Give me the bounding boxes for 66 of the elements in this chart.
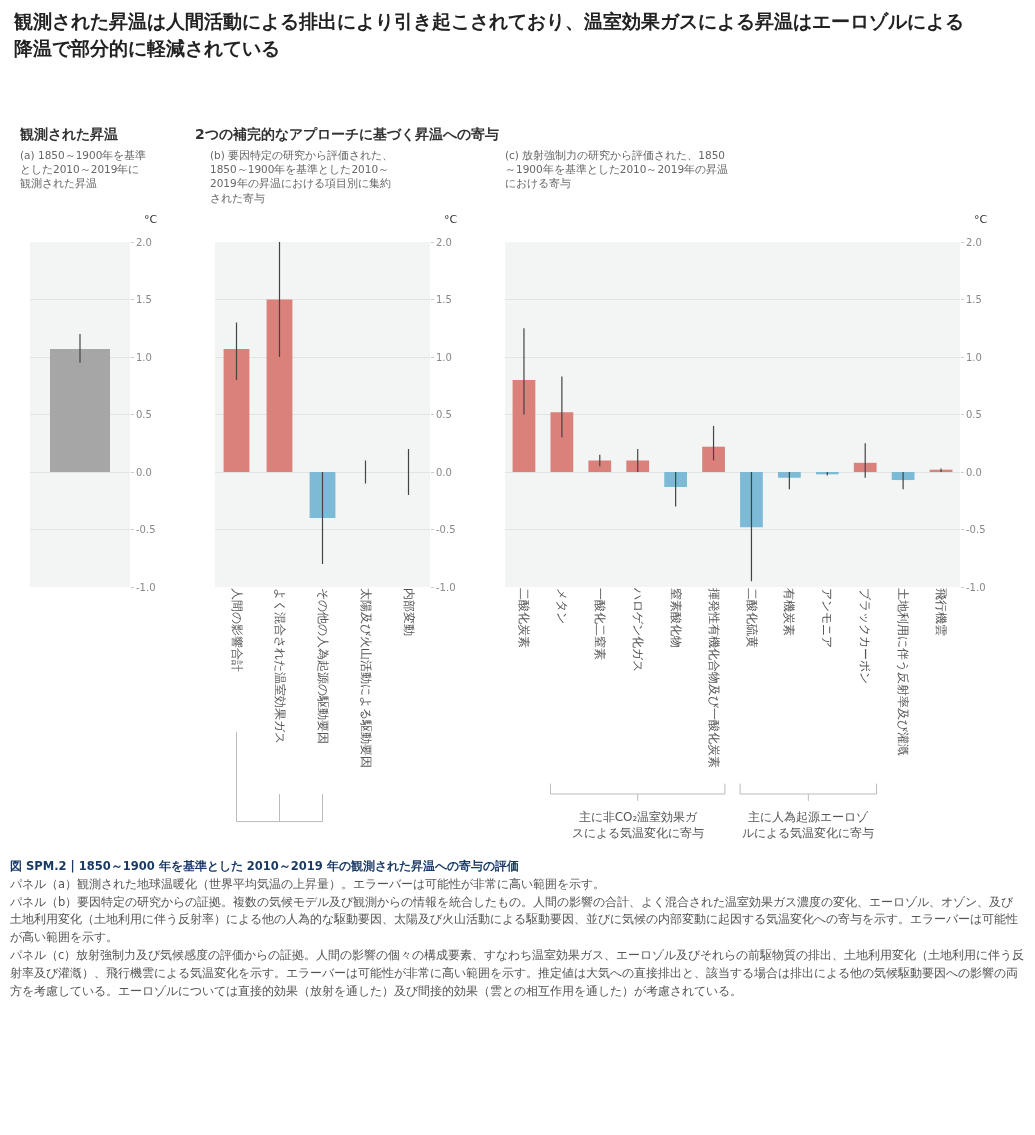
text: 主に非CO₂温室効果ガスによる気温変化に寄与 xyxy=(572,810,704,840)
bar xyxy=(626,460,650,472)
x-tick-label: 飛行機雲 xyxy=(934,588,949,636)
y-tick-label: 0.5 xyxy=(436,409,452,420)
bar xyxy=(891,472,915,481)
y-tick-label: 1.0 xyxy=(136,351,152,363)
x-tick-label: 太陽及び火山活動による駆動要因 xyxy=(358,588,373,768)
x-tick-label: アンモニア xyxy=(820,588,835,648)
y-tick-label: -1.0 xyxy=(136,581,156,593)
chart-title: 観測された昇温 xyxy=(20,126,118,144)
x-tick-label: 内部変動 xyxy=(401,588,416,636)
y-tick-label: 2.0 xyxy=(136,236,152,248)
text: パネル（b）要因特定の研究からの証拠。複数の気候モデル及び観測からの情報を統合したもの。人間の影響の合計、よく混合された温室効果ガス濃度の変化、エーロゾル、オゾン、及び土地利用変化（土地利用に伴う反射率）による他の人為的な駆動要因、太陽及び火山活動による駆動要因、並びに気候の内部変動に起因する気温変化への寄与を示す。エラーバーは可能性が高い範囲を示す。 xyxy=(10,893,1019,947)
y-tick-label: 0.5 xyxy=(966,409,982,420)
x-tick-label: 揮発性有機化合物及び一酸化炭素 xyxy=(706,588,721,768)
x-tick-label: 土地利用に伴う反射率及び灌漑 xyxy=(896,588,911,756)
y-tick-label: -1.0 xyxy=(966,581,986,593)
text: パネル（a）観測された地球温暖化（世界平均気温の上昇量）。エラーバーは可能性が非常に高い範囲を示す。 xyxy=(10,875,607,893)
y-tick-label: 1.5 xyxy=(436,294,452,305)
y-tick-label: -1.0 xyxy=(436,581,456,593)
bar xyxy=(266,299,293,472)
y-axis-title: °C xyxy=(974,213,988,226)
text: 観測された昇温は人間活動による排出により引き起こされており、温室効果ガスによる昇温はエーロゾルによる降温で部分的に軽減されている xyxy=(14,9,965,61)
bar xyxy=(223,348,250,472)
y-tick-label: 1.0 xyxy=(436,351,452,363)
chart-title: 2つの補完的なアプローチに基づく昇温への寄与 xyxy=(195,126,499,144)
bar xyxy=(588,460,612,472)
x-tick-label: ブラックカーボン xyxy=(858,588,873,684)
bar xyxy=(853,462,877,472)
y-axis-title: °C xyxy=(144,213,158,226)
y-tick-label: 0.5 xyxy=(136,409,152,420)
text: 主に人為起源エーロゾルによる気温変化に寄与 xyxy=(742,810,874,840)
x-tick-label: 有機炭素 xyxy=(782,588,797,636)
y-tick-label: 2.0 xyxy=(436,236,452,248)
y-tick-label: 0.0 xyxy=(966,466,982,478)
chart-subtitle: (c) 放射強制力の研究から評価された、1850～1900年を基準とした2010～2019年の昇温における寄与 xyxy=(505,148,730,191)
chart-subtitle: (b) 要因特定の研究から評価された、1850～1900年を基準とした2010～2019年の昇温における項目別に集約された寄与 xyxy=(210,148,395,205)
x-tick-label: 窒素酸化物 xyxy=(668,588,683,648)
chart-subtitle: (a) 1850～1900年を基準とした2010～2019年に観測された昇温 xyxy=(20,148,148,191)
y-tick-label: 0.0 xyxy=(136,466,152,478)
bar xyxy=(664,472,687,487)
y-tick-label: 1.0 xyxy=(966,351,982,363)
bar xyxy=(740,472,763,528)
x-tick-label: 人間の影響合計 xyxy=(229,588,244,672)
y-tick-label: 2.0 xyxy=(966,236,982,248)
text: 図 SPM.2 | 1850～1900 年を基準とした 2010～2019 年の観測された昇温への寄与の評価 xyxy=(10,858,520,875)
text: パネル（c）放射強制力及び気候感度の評価からの証拠。人間の影響の個々の構成要素、すなわち温室効果ガス、エーロゾル及びそれらの前駆物質の排出、土地利用変化（土地利用に伴う反射率及び灌漑）、飛行機雲による気温変化を示す。エラーバーは可能性が非常に高い範囲を示す。推定値は大気への直接排出と、該当する場合は排出による他の気候駆動要因への影響の両方を考慮している。エーロゾルについては直接的効果（放射を通した）及び間接的効果（雲との相互作用を通した）が考慮されている。 xyxy=(10,947,1025,1000)
y-tick-label: 1.5 xyxy=(136,294,152,305)
y-tick-label: 0.0 xyxy=(436,466,452,478)
x-tick-label: ハロゲン化ガス xyxy=(630,587,645,672)
y-tick-label: 1.5 xyxy=(966,294,982,305)
x-tick-label: その他の人為起源の駆動要因 xyxy=(315,588,330,744)
bar xyxy=(550,412,574,472)
x-tick-label: 二酸化炭素 xyxy=(517,588,532,648)
bar xyxy=(309,472,336,518)
y-tick-label: -0.5 xyxy=(136,524,156,535)
x-tick-label: 一酸化二窒素 xyxy=(592,588,607,660)
x-tick-label: メタン xyxy=(554,588,569,624)
bar xyxy=(778,472,801,478)
bar xyxy=(512,380,536,472)
y-tick-label: -0.5 xyxy=(436,524,456,535)
x-tick-label: よく混合された温室効果ガス xyxy=(272,588,287,744)
y-tick-label: -0.5 xyxy=(966,524,986,535)
x-tick-label: 二酸化硫黄 xyxy=(744,588,759,648)
bar xyxy=(702,446,725,472)
y-axis-title: °C xyxy=(444,213,458,226)
